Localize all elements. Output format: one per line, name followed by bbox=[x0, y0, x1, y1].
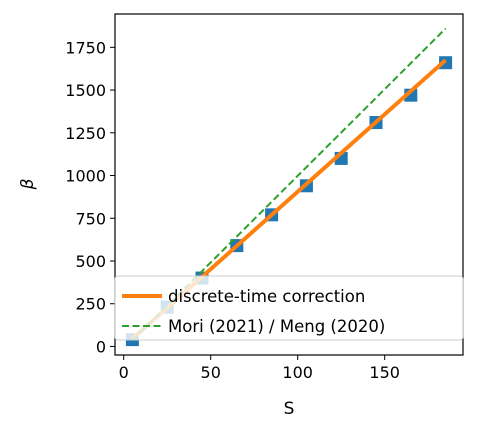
y-tick-label: 500 bbox=[75, 252, 106, 271]
y-tick-label: 1000 bbox=[65, 167, 106, 186]
legend: discrete-time correction Mori (2021) / Me… bbox=[114, 275, 464, 341]
x-axis: 0 50 100 150 bbox=[119, 355, 400, 382]
x-tick-label: 50 bbox=[201, 363, 221, 382]
x-axis-label: S bbox=[284, 399, 295, 419]
y-axis-label: β bbox=[18, 178, 38, 190]
x-tick-label: 100 bbox=[282, 363, 313, 382]
legend-box bbox=[114, 275, 464, 341]
y-tick-label: 1500 bbox=[65, 81, 106, 100]
legend-label-1: discrete-time correction bbox=[168, 287, 365, 306]
x-tick-label: 150 bbox=[369, 363, 400, 382]
y-tick-label: 250 bbox=[75, 295, 106, 314]
y-tick-label: 1750 bbox=[65, 38, 106, 57]
x-tick-label: 0 bbox=[119, 363, 129, 382]
y-tick-label: 750 bbox=[75, 209, 106, 228]
plot-frame bbox=[114, 13, 464, 356]
y-tick-label: 1250 bbox=[65, 124, 106, 143]
y-axis: 0 250 500 750 1000 1250 1500 1750 bbox=[65, 38, 115, 356]
legend-label-2: Mori (2021) / Meng (2020) bbox=[168, 317, 385, 336]
y-tick-label: 0 bbox=[96, 337, 106, 356]
